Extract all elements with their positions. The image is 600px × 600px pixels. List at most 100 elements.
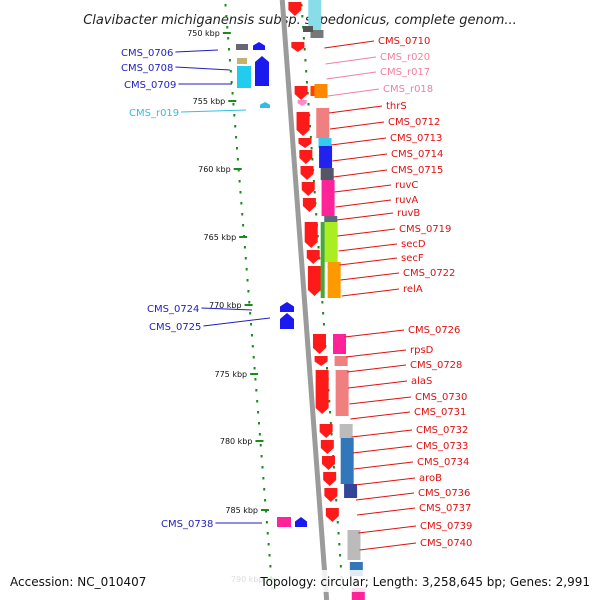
- cds-arrow[interactable]: [255, 56, 269, 86]
- cds-arrow[interactable]: [319, 424, 333, 438]
- cds-arrow[interactable]: [298, 138, 312, 148]
- cds-arrow[interactable]: [315, 370, 329, 414]
- gene-label-cms_0708[interactable]: CMS_0708: [121, 63, 173, 74]
- scale-dot: [328, 400, 331, 403]
- cds-arrow[interactable]: [288, 2, 302, 16]
- cds-arrow[interactable]: [324, 488, 338, 502]
- gene-label-cms_0728[interactable]: CMS_0728: [410, 360, 462, 371]
- leader-line: [336, 212, 394, 221]
- gene-label-cms_0734[interactable]: CMS_0734: [417, 457, 469, 468]
- gene-label-cms_r018[interactable]: CMS_r018: [383, 84, 433, 95]
- function-bar: [347, 530, 361, 560]
- gene-label-secf[interactable]: secF: [401, 253, 424, 264]
- cds-arrow[interactable]: [325, 508, 339, 522]
- leader-line: [341, 288, 400, 297]
- gene-label-cms_0722[interactable]: CMS_0722: [403, 268, 455, 279]
- cds-box: [237, 66, 251, 88]
- gene-label-cms_0725[interactable]: CMS_0725: [149, 322, 201, 333]
- cds-arrow[interactable]: [304, 222, 318, 248]
- leader-line: [351, 429, 413, 438]
- gene-label-cms_0714[interactable]: CMS_0714: [391, 149, 443, 160]
- scale-dot: [306, 92, 309, 95]
- cds-arrow[interactable]: [322, 456, 336, 470]
- scale-dot: [230, 81, 233, 84]
- gene-label-cms_0739[interactable]: CMS_0739: [420, 521, 472, 532]
- rna-arrow[interactable]: [260, 102, 270, 108]
- scale-dot: [235, 136, 238, 139]
- gene-label-cms_0737[interactable]: CMS_0737: [419, 503, 471, 514]
- scale-dot: [310, 147, 313, 150]
- gene-label-rpsd[interactable]: rpsD: [410, 345, 434, 356]
- gene-label-cms_0712[interactable]: CMS_0712: [388, 117, 440, 128]
- gene-label-rela[interactable]: relA: [403, 284, 423, 295]
- rna-arrow[interactable]: [297, 100, 307, 106]
- scale-tick-label: 755 kbp: [193, 97, 226, 106]
- cds-arrow[interactable]: [253, 42, 265, 50]
- cds-arrow[interactable]: [291, 42, 305, 52]
- scale-tick-label: 775 kbp: [215, 370, 248, 379]
- gene-label-cms_0710[interactable]: CMS_0710: [378, 36, 430, 47]
- cds-arrow[interactable]: [301, 182, 315, 196]
- scale-dot: [255, 389, 258, 392]
- scale-dot: [264, 499, 267, 502]
- cds-arrow[interactable]: [300, 166, 314, 180]
- cds-arrow[interactable]: [280, 302, 294, 312]
- backbone-line: [279, 0, 330, 600]
- gene-label-ruvb[interactable]: ruvB: [397, 208, 420, 219]
- cds-arrow[interactable]: [302, 198, 316, 212]
- gene-label-cms_0726[interactable]: CMS_0726: [408, 325, 460, 336]
- gene-label-arob[interactable]: aroB: [419, 473, 442, 484]
- cds-arrow[interactable]: [295, 517, 307, 527]
- gene-label-thrs[interactable]: thrS: [386, 101, 407, 112]
- gene-label-cms_0738[interactable]: CMS_0738: [161, 519, 213, 530]
- scale-dot: [232, 103, 235, 106]
- gene-label-alas[interactable]: alaS: [411, 376, 432, 387]
- gene-label-cms_0736[interactable]: CMS_0736: [418, 488, 470, 499]
- gene-label-cms_0713[interactable]: CMS_0713: [390, 133, 442, 144]
- gene-label-ruvc[interactable]: ruvC: [395, 180, 418, 191]
- cds-arrow[interactable]: [312, 334, 326, 354]
- leader-line: [349, 396, 412, 405]
- cds-arrow[interactable]: [314, 356, 328, 366]
- function-bar: [318, 138, 332, 148]
- gene-label-ruva[interactable]: ruvA: [395, 195, 418, 206]
- scale-dot: [236, 158, 239, 161]
- function-bar: [339, 424, 353, 438]
- gene-label-secd[interactable]: secD: [401, 239, 426, 250]
- gene-label-cms_0719[interactable]: CMS_0719: [399, 224, 451, 235]
- gene-label-cms_0733[interactable]: CMS_0733: [416, 441, 468, 452]
- scale-dot: [337, 532, 340, 535]
- gene-label-cms_0730[interactable]: CMS_0730: [415, 392, 467, 403]
- gene-label-cms_0706[interactable]: CMS_0706: [121, 48, 173, 59]
- scale-dot: [268, 554, 271, 557]
- cds-arrow[interactable]: [307, 266, 321, 296]
- scale-dot: [252, 356, 255, 359]
- scale-dot: [248, 301, 251, 304]
- scale-dot: [265, 521, 268, 524]
- gene-label-cms_r019[interactable]: CMS_r019: [129, 108, 179, 119]
- scale-dot: [336, 521, 339, 524]
- cds-arrow[interactable]: [280, 313, 294, 329]
- cds-arrow[interactable]: [296, 112, 310, 136]
- gene-label-cms_0709[interactable]: CMS_0709: [124, 80, 176, 91]
- gene-labels: CMS_0710 CMS_r020 CMS_r017 CMS_r018 thrS CMS_…: [121, 36, 472, 551]
- gene-label-cms_r020[interactable]: CMS_r020: [380, 52, 430, 63]
- gene-label-cms_0731[interactable]: CMS_0731: [414, 407, 466, 418]
- gene-label-cms_0724[interactable]: CMS_0724: [147, 304, 199, 315]
- scale-dot: [313, 191, 316, 194]
- gene-label-cms_0740[interactable]: CMS_0740: [420, 538, 472, 549]
- function-bar: [321, 180, 335, 216]
- cds-arrow[interactable]: [299, 150, 313, 164]
- leader-line: [175, 66, 231, 71]
- cds-arrow[interactable]: [306, 250, 320, 264]
- cds-arrow[interactable]: [294, 86, 308, 100]
- cds-arrow[interactable]: [320, 440, 334, 454]
- gene-label-cms_0732[interactable]: CMS_0732: [416, 425, 468, 436]
- leader-line: [331, 137, 387, 146]
- cds-arrow[interactable]: [323, 472, 337, 486]
- gene-label-cms_r017[interactable]: CMS_r017: [380, 67, 430, 78]
- scale-dot: [266, 532, 269, 535]
- gene-label-cms_0715[interactable]: CMS_0715: [391, 165, 443, 176]
- scale-dot: [305, 70, 308, 73]
- scale-dot: [317, 246, 320, 249]
